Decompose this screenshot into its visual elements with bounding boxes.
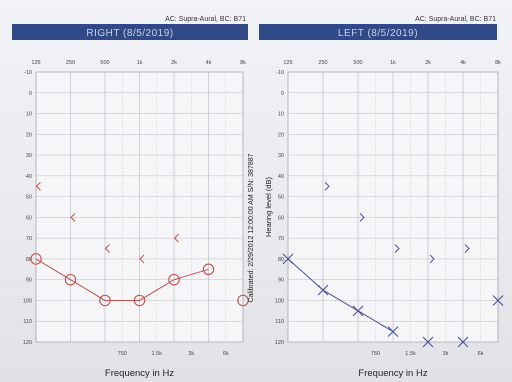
ac-left-ear-marker — [422, 336, 434, 348]
y-tick-label: 60 — [278, 215, 284, 221]
series-line — [35, 258, 209, 301]
ac-left-ear-marker — [387, 326, 399, 338]
y-tick-label: 110 — [23, 319, 32, 325]
y-tick-label: 10 — [26, 112, 32, 118]
ac-left-ear-marker — [457, 336, 469, 348]
x-top-tick-label: 250 — [318, 60, 327, 66]
x-top-tick-label: 125 — [283, 60, 292, 66]
y-tick-label: 100 — [23, 298, 32, 304]
y-tick-label: 0 — [29, 91, 32, 97]
y-tick-label: 30 — [26, 153, 32, 159]
x-axis-label: Frequency in Hz — [105, 368, 174, 379]
panel-header-note: AC: Supra-Aural, BC: B71 — [415, 16, 496, 23]
bc-right-ear-marker — [35, 181, 41, 191]
x-top-tick-label: 1k — [137, 60, 143, 66]
y-tick-label: -10 — [276, 70, 284, 76]
y-tick-label: 50 — [278, 195, 284, 201]
bc-left-ear-marker — [394, 244, 400, 253]
y-tick-label: 30 — [278, 153, 284, 159]
x-top-tick-label: 4k — [460, 60, 466, 66]
x-top-tick-label: 8k — [240, 60, 246, 66]
x-axis-label: Frequency in Hz — [358, 368, 427, 379]
bc-left-ear-marker — [464, 244, 470, 253]
x-bottom-tick-label: 6k — [478, 351, 484, 357]
ac-left-ear-marker — [282, 253, 294, 265]
x-top-tick-label: 4k — [206, 60, 212, 66]
ac-left-ear-marker — [352, 305, 364, 317]
panel-title-bar — [259, 24, 497, 40]
y-tick-label: 70 — [26, 236, 32, 242]
x-bottom-tick-label: 750 — [371, 351, 380, 357]
panel-title: RIGHT (8/5/2019) — [86, 28, 173, 39]
bc-left-ear-marker — [429, 254, 435, 264]
x-bottom-tick-label: 1.5k — [405, 351, 416, 357]
x-bottom-tick-label: 3k — [188, 351, 194, 357]
bc-right-ear-marker — [173, 233, 179, 243]
panel-title: LEFT (8/5/2019) — [338, 28, 418, 39]
x-top-tick-label: 500 — [353, 60, 362, 66]
x-top-tick-label: 2k — [425, 60, 431, 66]
x-top-tick-label: 250 — [66, 60, 75, 66]
y-tick-label: 110 — [275, 319, 284, 325]
ac-right-ear-marker — [237, 294, 249, 307]
y-tick-label: 0 — [281, 91, 284, 97]
bc-right-ear-marker — [139, 254, 145, 264]
y-tick-label: 90 — [26, 278, 32, 284]
y-tick-label: 20 — [278, 132, 284, 138]
ac-right-ear-marker — [30, 253, 42, 265]
x-bottom-tick-label: 6k — [223, 351, 229, 357]
x-top-tick-label: 8k — [495, 60, 501, 66]
y-tick-label: 120 — [275, 340, 284, 346]
x-top-tick-label: 125 — [31, 60, 40, 66]
x-top-tick-label: 500 — [100, 60, 109, 66]
bc-left-ear-marker — [324, 181, 330, 191]
y-axis-label: Hearing level (dB) — [264, 176, 273, 237]
panel-header-note: AC: Supra-Aural, BC: B71 — [165, 16, 246, 23]
calibration-note: Calibrated: 2/29/2012 12:00:00 AM S/N: 3… — [248, 153, 255, 302]
ac-right-ear-marker — [202, 263, 215, 276]
y-tick-label: 40 — [278, 174, 284, 180]
ac-right-ear-marker — [168, 273, 180, 286]
y-tick-label: 80 — [278, 257, 284, 263]
x-top-tick-label: 1k — [390, 60, 396, 66]
y-tick-label: 40 — [26, 174, 32, 180]
ac-left-ear-marker — [492, 295, 504, 306]
y-tick-label: 100 — [275, 298, 284, 304]
y-tick-label: 80 — [26, 257, 32, 263]
y-tick-label: -10 — [24, 70, 32, 76]
y-tick-label: 90 — [278, 278, 284, 284]
x-top-tick-label: 2k — [171, 60, 177, 66]
x-bottom-tick-label: 750 — [118, 351, 127, 357]
x-bottom-tick-label: 1.5k — [152, 351, 163, 357]
y-tick-label: 70 — [278, 236, 284, 242]
ac-right-ear-marker — [99, 294, 111, 307]
y-tick-label: 10 — [278, 112, 284, 118]
y-tick-label: 50 — [26, 195, 32, 201]
ac-right-ear-marker — [133, 294, 146, 307]
bc-left-ear-marker — [359, 213, 365, 222]
bc-right-ear-marker — [70, 213, 76, 222]
panel-title-bar — [12, 24, 248, 40]
y-tick-label: 60 — [26, 215, 32, 221]
y-tick-label: 120 — [23, 340, 32, 346]
x-bottom-tick-label: 3k — [443, 351, 449, 357]
y-tick-label: 20 — [26, 132, 32, 138]
bc-right-ear-marker — [104, 244, 110, 253]
ac-right-ear-marker — [64, 273, 77, 286]
series-line — [287, 258, 394, 333]
ac-left-ear-marker — [317, 284, 329, 296]
